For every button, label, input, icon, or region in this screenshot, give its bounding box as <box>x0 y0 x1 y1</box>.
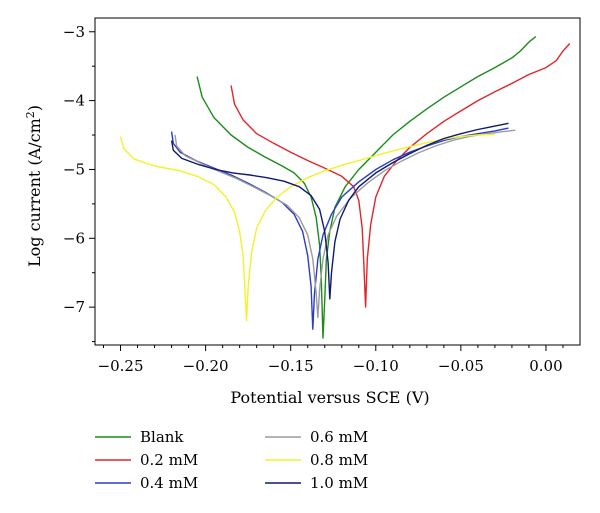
x-axis-title: Potential versus SCE (V) <box>230 388 429 407</box>
y-tick-label: −7 <box>63 298 85 316</box>
series-line-blank <box>196 36 537 339</box>
series-line-0-2-mm <box>230 43 571 308</box>
x-tick-label: −0.20 <box>183 357 229 375</box>
y-tick-label: −4 <box>63 92 85 110</box>
y-tick-label: −6 <box>63 229 85 247</box>
legend-label-0-2-mm: 0.2 mM <box>140 451 198 469</box>
series-line-0-4-mm <box>170 127 509 330</box>
plot-frame <box>94 17 581 346</box>
legend-label-0-4-mm: 0.4 mM <box>140 474 198 492</box>
x-tick-label: −0.05 <box>438 357 484 375</box>
y-axis-title: Log current (A/cm2) <box>24 105 44 267</box>
legend-label-0-6-mm: 0.6 mM <box>310 428 368 446</box>
x-tick-label: −0.25 <box>98 357 144 375</box>
x-tick-label: 0.00 <box>529 357 562 375</box>
legend-label-1-0-mm: 1.0 mM <box>310 474 368 492</box>
x-tick-label: −0.15 <box>268 357 314 375</box>
y-tick-label: −3 <box>63 23 85 41</box>
legend: Blank 0.2 mM 0.4 mM 0.6 mM 0.8 mM 1.0 mM <box>95 428 368 492</box>
y-tick-label: −5 <box>63 160 85 178</box>
legend-label-0-8-mm: 0.8 mM <box>310 451 368 469</box>
series-line-0-8-mm <box>119 133 495 322</box>
legend-label-blank: Blank <box>140 428 184 446</box>
x-tick-label: −0.10 <box>353 357 399 375</box>
series-layer <box>119 36 571 339</box>
series-line-0-6-mm <box>174 129 516 319</box>
plot-axes: −0.25 −0.20 −0.15 −0.10 −0.05 0.00 −7 −6 −5 −4 −3 <box>63 17 581 375</box>
series-line-1-0-mm <box>170 122 509 300</box>
